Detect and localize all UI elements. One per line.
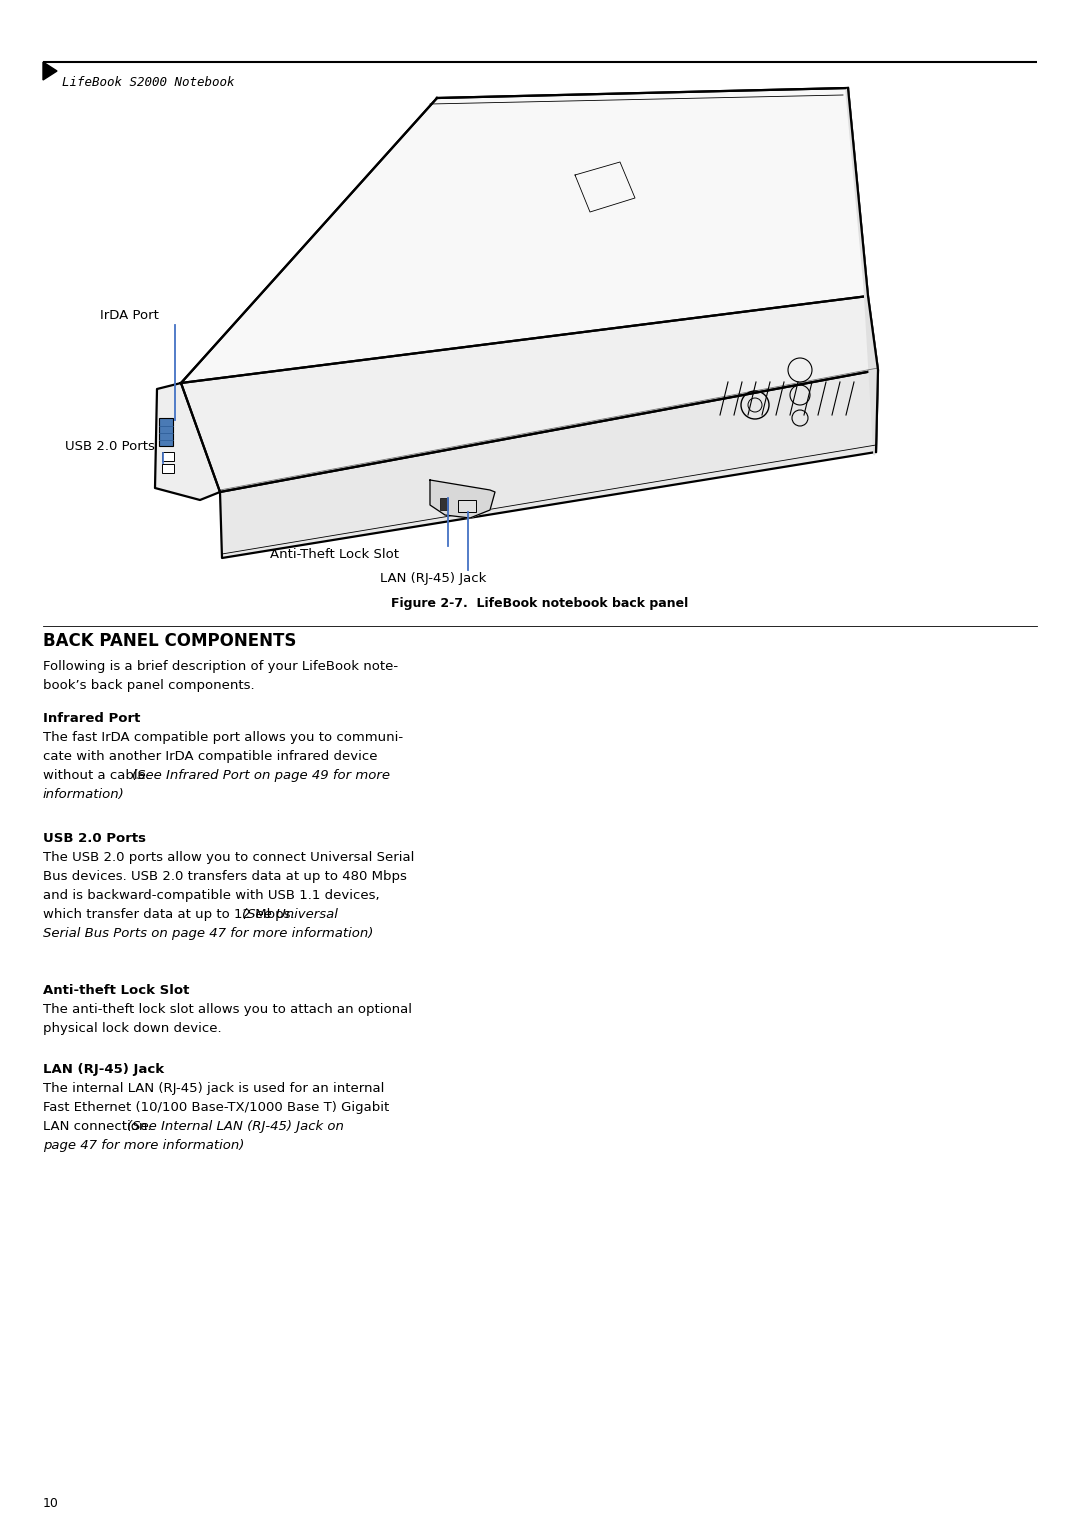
Text: page 47 for more information): page 47 for more information) bbox=[43, 1140, 244, 1152]
Polygon shape bbox=[156, 384, 220, 500]
Text: information): information) bbox=[43, 788, 125, 801]
Text: 10: 10 bbox=[43, 1497, 59, 1509]
Text: physical lock down device.: physical lock down device. bbox=[43, 1022, 221, 1035]
Text: Figure 2-7.  LifeBook notebook back panel: Figure 2-7. LifeBook notebook back panel bbox=[391, 597, 689, 611]
Text: which transfer data at up to 12 Mbps.: which transfer data at up to 12 Mbps. bbox=[43, 908, 299, 920]
FancyBboxPatch shape bbox=[162, 453, 174, 462]
Polygon shape bbox=[181, 296, 878, 492]
Text: Infrared Port: Infrared Port bbox=[43, 712, 140, 726]
Text: (See Internal LAN (RJ-45) Jack on: (See Internal LAN (RJ-45) Jack on bbox=[127, 1120, 343, 1134]
Text: Fast Ethernet (10/100 Base-TX/1000 Base T) Gigabit: Fast Ethernet (10/100 Base-TX/1000 Base … bbox=[43, 1101, 389, 1114]
Text: IrDA Port: IrDA Port bbox=[100, 308, 159, 322]
Text: and is backward-compatible with USB 1.1 devices,: and is backward-compatible with USB 1.1 … bbox=[43, 890, 380, 902]
Text: cate with another IrDA compatible infrared device: cate with another IrDA compatible infrar… bbox=[43, 750, 378, 762]
Polygon shape bbox=[430, 480, 495, 518]
FancyBboxPatch shape bbox=[159, 417, 173, 446]
Text: Following is a brief description of your LifeBook note-: Following is a brief description of your… bbox=[43, 660, 399, 673]
Text: The fast IrDA compatible port allows you to communi-: The fast IrDA compatible port allows you… bbox=[43, 732, 403, 744]
Polygon shape bbox=[846, 87, 878, 456]
Text: LifeBook S2000 Notebook: LifeBook S2000 Notebook bbox=[62, 77, 234, 89]
Text: LAN (RJ-45) Jack: LAN (RJ-45) Jack bbox=[43, 1063, 164, 1075]
Text: book’s back panel components.: book’s back panel components. bbox=[43, 680, 255, 692]
Polygon shape bbox=[43, 61, 57, 80]
Text: (See Universal: (See Universal bbox=[243, 908, 338, 920]
Polygon shape bbox=[181, 87, 868, 384]
FancyBboxPatch shape bbox=[440, 499, 448, 509]
Text: Anti-Theft Lock Slot: Anti-Theft Lock Slot bbox=[270, 548, 399, 561]
Text: BACK PANEL COMPONENTS: BACK PANEL COMPONENTS bbox=[43, 632, 296, 650]
FancyBboxPatch shape bbox=[162, 463, 174, 472]
Polygon shape bbox=[220, 370, 878, 558]
Text: USB 2.0 Ports: USB 2.0 Ports bbox=[43, 831, 146, 845]
Text: The USB 2.0 ports allow you to connect Universal Serial: The USB 2.0 ports allow you to connect U… bbox=[43, 851, 415, 864]
Text: Serial Bus Ports on page 47 for more information): Serial Bus Ports on page 47 for more inf… bbox=[43, 927, 374, 940]
Text: Bus devices. USB 2.0 transfers data at up to 480 Mbps: Bus devices. USB 2.0 transfers data at u… bbox=[43, 870, 407, 884]
Text: (See Infrared Port on page 49 for more: (See Infrared Port on page 49 for more bbox=[132, 769, 390, 782]
FancyBboxPatch shape bbox=[458, 500, 476, 512]
Text: Anti-theft Lock Slot: Anti-theft Lock Slot bbox=[43, 983, 189, 997]
Text: USB 2.0 Ports: USB 2.0 Ports bbox=[65, 440, 154, 453]
Text: The internal LAN (RJ-45) jack is used for an internal: The internal LAN (RJ-45) jack is used fo… bbox=[43, 1081, 384, 1095]
Text: without a cable.: without a cable. bbox=[43, 769, 154, 782]
Text: LAN connection.: LAN connection. bbox=[43, 1120, 156, 1134]
Text: LAN (RJ-45) Jack: LAN (RJ-45) Jack bbox=[380, 572, 486, 584]
Text: The anti-theft lock slot allows you to attach an optional: The anti-theft lock slot allows you to a… bbox=[43, 1003, 411, 1016]
